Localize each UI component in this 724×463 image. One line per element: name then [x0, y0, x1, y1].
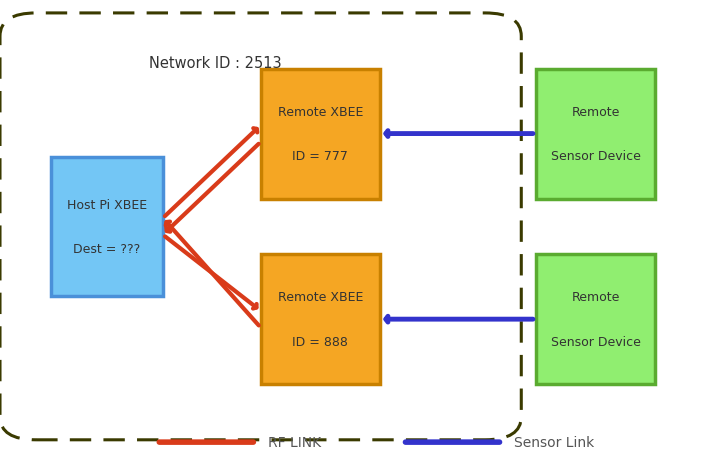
FancyBboxPatch shape [51, 157, 163, 296]
Text: ID = 777: ID = 777 [292, 150, 348, 163]
Text: Remote XBEE: Remote XBEE [278, 291, 363, 304]
Text: ID = 888: ID = 888 [292, 335, 348, 348]
Text: Sensor Device: Sensor Device [550, 335, 641, 348]
Text: Network ID : 2513: Network ID : 2513 [149, 56, 282, 70]
Text: Remote: Remote [571, 106, 620, 119]
FancyBboxPatch shape [261, 69, 380, 199]
FancyBboxPatch shape [536, 255, 655, 384]
Text: Remote: Remote [571, 291, 620, 304]
FancyBboxPatch shape [261, 255, 380, 384]
Text: Sensor Link: Sensor Link [514, 435, 594, 449]
Text: Sensor Device: Sensor Device [550, 150, 641, 163]
FancyBboxPatch shape [536, 69, 655, 199]
Text: RF LINK: RF LINK [268, 435, 321, 449]
Text: Host Pi XBEE: Host Pi XBEE [67, 198, 147, 211]
Text: Dest = ???: Dest = ??? [73, 243, 140, 256]
Text: Remote XBEE: Remote XBEE [278, 106, 363, 119]
